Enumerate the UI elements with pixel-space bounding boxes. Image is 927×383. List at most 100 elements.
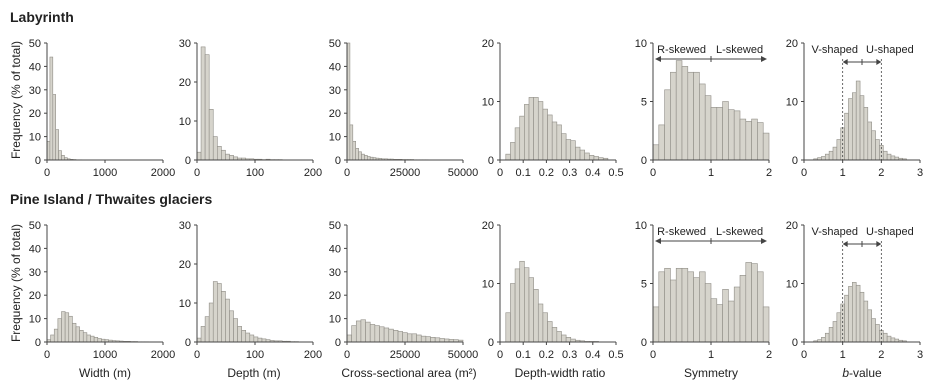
y-tick-label: 0 — [185, 337, 191, 349]
y-tick-label: 40 — [329, 61, 341, 73]
histogram-bar — [875, 139, 880, 161]
left-arrowhead — [842, 59, 848, 65]
histogram-bar — [593, 156, 599, 161]
histogram-bar — [728, 300, 735, 343]
histogram-bar — [514, 127, 521, 161]
histogram-bar — [352, 140, 356, 161]
histogram-bar — [237, 326, 242, 343]
histogram-bar — [832, 146, 838, 161]
histogram-bar — [374, 325, 380, 343]
y-tick-label: 50 — [29, 220, 41, 232]
histogram-bar — [360, 319, 366, 343]
y-tick-label: 10 — [482, 279, 494, 291]
histogram-bar — [832, 321, 838, 343]
histogram-bar — [658, 124, 665, 161]
histogram-bar — [848, 286, 853, 343]
y-tick-label: 5 — [641, 279, 647, 291]
left-arrowhead — [655, 238, 661, 244]
histogram-bar — [533, 289, 539, 343]
histogram-bar — [514, 268, 521, 343]
x-tick-label: 0.1 — [516, 167, 531, 179]
histogram-bar — [565, 337, 572, 343]
x-tick-label: 3 — [917, 349, 923, 361]
x-tick-label: 100 — [246, 349, 264, 361]
y-tick-label: 30 — [179, 220, 191, 232]
histogram-bar — [751, 118, 758, 161]
histogram-bar — [349, 124, 354, 161]
x-tick-label: 25000 — [390, 167, 421, 179]
histogram-bar — [693, 71, 700, 161]
x-axis-label-depth: Depth (m) — [227, 366, 280, 380]
histogram-bar — [852, 92, 857, 161]
histogram-bar — [241, 329, 247, 343]
histogram-bar — [681, 66, 689, 161]
x-tick-label: 0 — [650, 349, 656, 361]
y-tick-label: 10 — [329, 314, 341, 326]
histogram-bar — [745, 121, 752, 161]
histogram-bar — [249, 334, 255, 343]
histogram-bar — [757, 271, 764, 343]
l-skewed-label: L-skewed — [716, 226, 763, 238]
histogram-bar — [225, 153, 230, 161]
histogram-panel-0-4: 0 5 10 0 1 2 R-skewed L-skewed — [635, 38, 772, 179]
histogram-bar — [745, 262, 752, 343]
x-axis-label-b-italic: b — [842, 366, 849, 380]
histogram-bar — [346, 334, 352, 343]
x-tick-label: 0 — [801, 349, 807, 361]
histogram-bar — [79, 329, 84, 343]
y-tick-label: 30 — [179, 38, 191, 50]
histogram-bar — [61, 311, 66, 343]
histogram-bar — [852, 282, 857, 343]
histogram-bar — [542, 312, 548, 343]
histogram-bar — [355, 320, 362, 343]
histogram-bar — [710, 298, 718, 343]
histogram-bar — [257, 337, 263, 343]
histogram-bar — [575, 146, 581, 161]
y-tick-label: 20 — [29, 108, 41, 120]
y-tick-label: 20 — [29, 290, 41, 302]
y-tick-label: 10 — [29, 314, 41, 326]
histogram-bar — [882, 332, 888, 343]
histogram-bar — [49, 56, 54, 161]
y-tick-label: 10 — [786, 97, 798, 109]
histogram-bar — [664, 89, 671, 161]
histogram-bar — [402, 332, 408, 343]
histogram-bar — [208, 302, 214, 343]
histogram-bar — [821, 156, 826, 161]
x-tick-label: 200 — [304, 349, 322, 361]
histogram-bar — [821, 337, 826, 343]
y-tick-label: 30 — [29, 267, 41, 279]
histogram-bar — [670, 279, 677, 343]
histogram-bar — [836, 312, 842, 343]
x-tick-label: 0 — [801, 167, 807, 179]
x-tick-label: 0.2 — [539, 349, 554, 361]
histogram-bar — [886, 335, 892, 343]
histogram-bar — [53, 328, 59, 343]
y-tick-label: 20 — [786, 38, 798, 50]
y-tick-label: 40 — [29, 243, 41, 255]
x-tick-label: 2 — [878, 349, 884, 361]
histogram-bar — [716, 107, 723, 161]
x-axis-label-width: Width (m) — [79, 366, 131, 380]
right-arrowhead — [761, 238, 767, 244]
histogram-bar — [542, 108, 548, 161]
histogram-bar — [61, 155, 65, 161]
histogram-bar — [366, 156, 371, 161]
histogram-panel-1-4: 0 5 10 0 1 2 R-skewed L-skewed — [635, 220, 772, 361]
x-tick-label: 1 — [840, 167, 846, 179]
histogram-bar — [50, 334, 55, 343]
histogram-bar — [547, 114, 553, 161]
x-tick-label: 0 — [497, 167, 503, 179]
histogram-bar — [844, 112, 849, 161]
histogram-bar — [570, 140, 576, 161]
x-tick-label: 2 — [878, 167, 884, 179]
histogram-panel-1-1: 0 10 20 30 0 100 200 — [179, 220, 322, 361]
y-tick-label: 30 — [329, 85, 341, 97]
histogram-bar — [687, 71, 694, 161]
y-axis-label-top: Frequency (% of total) — [9, 41, 23, 159]
x-tick-label: 1 — [840, 349, 846, 361]
left-arrowhead — [842, 241, 848, 247]
histogram-bar — [64, 312, 70, 343]
x-tick-label: 0 — [497, 349, 503, 361]
